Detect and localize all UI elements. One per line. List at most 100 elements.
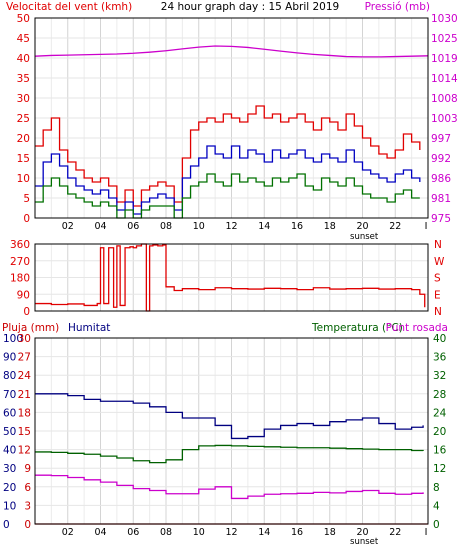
pressure-line	[34, 45, 429, 58]
temperature-line	[35, 444, 424, 464]
temperature-y-tick-label: 0	[433, 519, 440, 531]
panel-1-x-tick-label: 02	[62, 221, 74, 232]
temperature-y-tick-label: 4	[433, 500, 440, 512]
panel-3-x-tick-label: 12	[225, 527, 237, 538]
panel-1-x-tick-label: 12	[225, 221, 237, 232]
pressure-y-tick-label: 1019	[431, 53, 458, 65]
direction-y-tick-label: 270	[10, 256, 30, 268]
panel-3-x-tick-label: 04	[94, 527, 106, 538]
humidity-line	[35, 393, 424, 440]
direction-y-tick-label: 90	[17, 289, 30, 301]
panel-1-x-tick-label: 08	[160, 221, 172, 232]
wind-y-tick-label: 35	[17, 73, 30, 85]
wind-y-tick-label: 50	[17, 13, 30, 25]
rain-axis-label: Pluja (mm)	[2, 322, 59, 334]
humidity-y-tick-label: 70	[3, 389, 16, 401]
sunset-label: sunset	[350, 232, 379, 242]
pressure-y-tick-label: 981	[431, 193, 451, 205]
panel-1-x-tick-label: 06	[127, 221, 139, 232]
humidity-y-tick-label: 10	[3, 500, 16, 512]
wind-y-tick-label: 0	[23, 213, 30, 225]
pressure-y-tick-label: 1025	[431, 33, 458, 45]
wind-y-tick-label: 20	[17, 133, 30, 145]
pressure-y-tick-label: 1014	[431, 73, 458, 85]
humidity-axis-label: Humitat	[68, 322, 110, 334]
panel-3-x-tick-label: 08	[160, 527, 172, 538]
dewpoint-axis-label: Punt rosada	[386, 322, 448, 334]
dewpoint-line	[35, 474, 424, 500]
rain-y-tick-label: 9	[24, 463, 31, 475]
pressure-y-tick-label: 975	[431, 213, 451, 225]
rain-y-tick-label: 27	[18, 352, 31, 364]
compass-y-tick-label: W	[434, 256, 445, 268]
pressure-axis-label: Pressió (mb)	[365, 1, 430, 13]
panel-2-frame	[34, 243, 429, 312]
wind-average-line	[35, 145, 421, 215]
humidity-y-tick-label: 40	[3, 445, 16, 457]
wind-y-tick-label: 10	[17, 173, 30, 185]
rain-y-tick-label: 30	[18, 333, 31, 345]
wind-y-tick-label: 45	[17, 33, 30, 45]
direction-y-tick-label: 360	[10, 239, 30, 251]
wind-y-tick-label: 25	[17, 113, 30, 125]
rain-y-tick-label: 15	[18, 426, 31, 438]
pressure-y-tick-label: 1003	[431, 113, 458, 125]
panel-1-frame	[34, 17, 429, 219]
panel-1-x-tick-label: 16	[291, 221, 303, 232]
grid-layer	[35, 18, 428, 524]
panel-3-x-tick-label: 14	[258, 527, 270, 538]
panel-3-x-tick-label: 16	[291, 527, 303, 538]
direction-y-tick-label: 0	[23, 306, 30, 318]
temperature-y-tick-label: 20	[433, 426, 446, 438]
panel-3-x-tick-label: 06	[127, 527, 139, 538]
humidity-y-tick-label: 80	[3, 370, 16, 382]
wind-y-tick-label: 5	[23, 193, 30, 205]
rain-y-tick-label: 18	[18, 407, 31, 419]
temperature-y-tick-label: 28	[433, 389, 446, 401]
compass-y-tick-label: S	[434, 273, 441, 285]
panel-3-x-tick-label: 22	[389, 527, 401, 538]
sunset-label: sunset	[350, 537, 379, 547]
temperature-y-tick-label: 16	[433, 445, 447, 457]
temperature-y-tick-label: 36	[433, 352, 447, 364]
rain-y-tick-label: 12	[18, 445, 31, 457]
rain-y-tick-label: 3	[24, 500, 31, 512]
compass-y-tick-label: E	[434, 289, 441, 301]
humidity-y-tick-label: 20	[3, 482, 16, 494]
rain-y-tick-label: 24	[18, 370, 32, 382]
pressure-y-tick-label: 1030	[431, 13, 458, 25]
pressure-y-tick-label: 1008	[431, 93, 458, 105]
temperature-axis-label: Temperatura (°C)	[311, 322, 403, 334]
panel-3-x-tick-label: 10	[193, 527, 205, 538]
temperature-y-tick-label: 32	[433, 370, 446, 382]
compass-y-tick-label: N	[434, 239, 442, 251]
panel-3-x-tick-label: 20	[356, 527, 368, 538]
humidity-y-tick-label: 100	[3, 333, 23, 345]
humidity-y-tick-label: 50	[3, 426, 16, 438]
wind-y-tick-label: 40	[17, 53, 30, 65]
panel-3-x-tick-label: I	[425, 527, 428, 538]
rain-y-tick-label: 6	[24, 482, 31, 494]
temperature-y-tick-label: 12	[433, 463, 446, 475]
humidity-y-tick-label: 90	[3, 352, 16, 364]
graph-title: 24 hour graph day : 15 Abril 2019	[161, 1, 339, 13]
series-layer	[34, 45, 429, 525]
temperature-y-tick-label: 8	[433, 482, 440, 494]
pressure-y-tick-label: 997	[431, 133, 451, 145]
rain-y-tick-label: 21	[18, 389, 31, 401]
wind-low-line	[35, 173, 420, 219]
pressure-y-tick-label: 986	[431, 173, 451, 185]
panel-3-x-tick-label: 02	[62, 527, 74, 538]
wind-y-tick-label: 15	[17, 153, 30, 165]
panel-1-x-tick-label: 14	[258, 221, 270, 232]
axes-layer: 0510152025303540455097598198699299710031…	[3, 13, 458, 547]
panel-1-x-tick-label: 18	[324, 221, 336, 232]
humidity-y-tick-label: 30	[3, 463, 16, 475]
panel-3-x-tick-label: 18	[324, 527, 336, 538]
panel-1-x-tick-label: 22	[389, 221, 401, 232]
panel-1-x-tick-label: I	[425, 221, 428, 232]
wind-axis-label: Velocitat del vent (kmh)	[6, 1, 132, 13]
panel-1-x-tick-label: 04	[94, 221, 106, 232]
